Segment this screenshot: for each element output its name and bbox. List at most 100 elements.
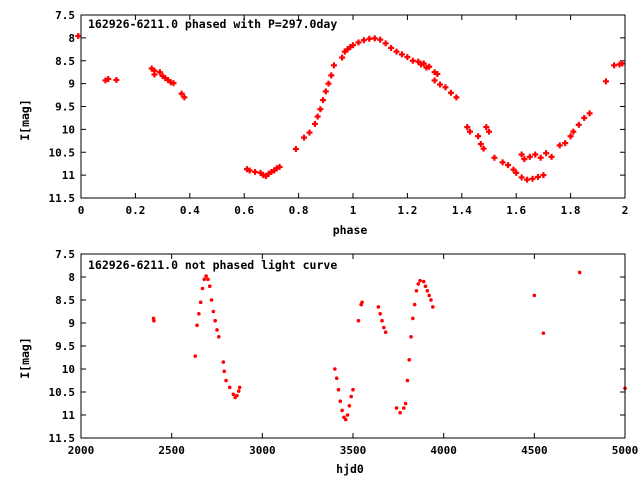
phased-x-tick-label: 1.8 — [561, 204, 581, 217]
phased-y-tick-label: 7.5 — [55, 9, 75, 22]
phased-x-tick-label: 0.2 — [125, 204, 145, 217]
data-point — [411, 317, 415, 321]
data-point — [204, 274, 208, 278]
data-point — [213, 319, 217, 323]
data-point — [238, 386, 242, 390]
data-point — [222, 370, 226, 374]
data-point — [337, 388, 341, 392]
unphased-y-tick-label: 11 — [62, 409, 76, 422]
phased-chart-title: 162926-6211.0 phased with P=297.0day — [88, 17, 337, 31]
figure: 0 0.2 0.4 0.6 0.8 1 1.2 1.4 1.6 1.8 27.588.599.510… — [0, 0, 640, 480]
phased-y-tick-label: 11 — [62, 169, 76, 182]
phased-x-tick-label: 0 — [78, 204, 85, 217]
phased-x-tick-label: 1.6 — [506, 204, 526, 217]
data-point — [357, 319, 361, 323]
phased-x-tick-label: 0.4 — [180, 204, 200, 217]
phased-x-tick-label: 0.8 — [289, 204, 309, 217]
data-point — [203, 278, 207, 282]
data-point — [402, 406, 406, 410]
unphased-x-tick-label: 3500 — [340, 444, 367, 457]
unphased-x-tick-label: 5000 — [612, 444, 639, 457]
data-point — [533, 294, 537, 298]
data-point — [348, 404, 352, 408]
phased-y-axis-label: I[mag] — [18, 99, 32, 141]
unphased-y-tick-label: 8 — [68, 271, 75, 284]
phased-x-tick-label: 0.6 — [234, 204, 254, 217]
data-point — [222, 360, 226, 364]
data-point — [197, 312, 201, 316]
data-point — [208, 284, 212, 288]
unphased-y-tick-label: 11.5 — [49, 432, 76, 445]
unphased-x-axis-label: hjd0 — [336, 462, 364, 476]
data-point — [217, 335, 221, 339]
data-point — [578, 271, 582, 275]
phased-y-tick-label: 9.5 — [55, 101, 75, 114]
data-point — [360, 301, 364, 305]
phased-y-tick-label: 11.5 — [49, 192, 76, 205]
figure-background — [0, 0, 640, 480]
data-point — [344, 418, 348, 422]
phased-x-tick-label: 2 — [622, 204, 629, 217]
data-point — [212, 310, 216, 314]
data-point — [429, 298, 433, 302]
unphased-y-tick-label: 9 — [68, 317, 75, 330]
data-point — [384, 330, 388, 334]
data-point — [395, 406, 399, 410]
data-point — [377, 305, 381, 309]
phased-x-tick-label: 1 — [350, 204, 357, 217]
data-point — [235, 394, 239, 398]
data-point — [422, 280, 426, 284]
data-point — [199, 301, 203, 305]
data-point — [416, 282, 420, 286]
phased-y-tick-label: 8 — [68, 32, 75, 45]
data-point — [380, 319, 384, 323]
data-point — [426, 289, 430, 293]
unphased-x-tick-label: 2500 — [158, 444, 185, 457]
unphased-x-tick-label: 3000 — [249, 444, 276, 457]
unphased-y-axis-label: I[mag] — [18, 337, 32, 379]
data-point — [333, 367, 337, 371]
unphased-y-tick-label: 10 — [62, 363, 75, 376]
unphased-x-tick-label: 2000 — [68, 444, 95, 457]
phased-y-tick-label: 10 — [62, 123, 75, 136]
data-point — [382, 326, 386, 330]
phased-x-tick-label: 1.4 — [452, 204, 472, 217]
unphased-y-tick-label: 8.5 — [55, 294, 75, 307]
data-point — [398, 411, 402, 415]
data-point — [335, 376, 339, 380]
data-point — [413, 303, 417, 307]
data-point — [152, 319, 156, 323]
unphased-y-tick-label: 9.5 — [55, 340, 75, 353]
data-point — [424, 284, 428, 288]
data-point — [232, 393, 236, 397]
phased-y-tick-label: 9 — [68, 78, 75, 91]
data-point — [339, 399, 343, 403]
data-point — [404, 402, 408, 406]
data-point — [195, 324, 199, 328]
data-point — [431, 305, 435, 309]
data-point — [407, 358, 411, 362]
data-point — [340, 409, 344, 413]
data-point — [228, 386, 232, 390]
phased-y-tick-label: 10.5 — [49, 146, 76, 159]
data-point — [349, 395, 353, 399]
data-point — [351, 388, 355, 392]
data-point — [415, 289, 419, 293]
unphased-x-tick-label: 4500 — [521, 444, 548, 457]
data-point — [409, 335, 413, 339]
data-point — [206, 278, 210, 282]
data-point — [346, 413, 350, 417]
data-point — [210, 298, 214, 302]
data-point — [193, 354, 197, 358]
data-point — [406, 379, 410, 383]
data-point — [418, 279, 422, 283]
data-point — [378, 312, 382, 316]
data-point — [224, 379, 228, 383]
data-point — [237, 389, 241, 393]
unphased-y-tick-label: 10.5 — [49, 386, 76, 399]
phased-x-axis-label: phase — [333, 223, 368, 237]
unphased-x-tick-label: 4000 — [430, 444, 457, 457]
data-point — [201, 287, 205, 291]
data-point — [427, 294, 431, 298]
unphased-y-tick-label: 7.5 — [55, 248, 75, 261]
